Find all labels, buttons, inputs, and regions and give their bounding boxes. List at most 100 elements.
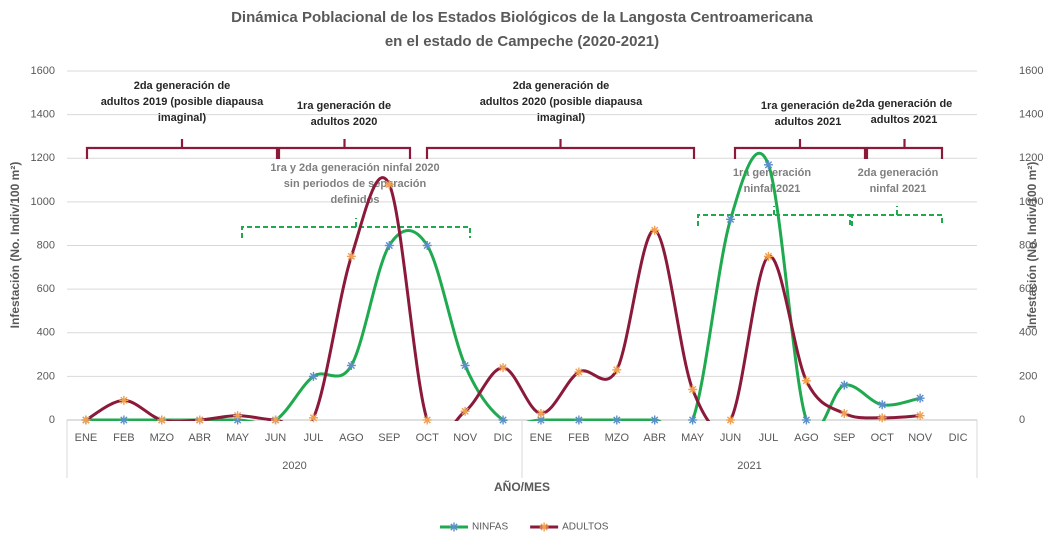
marker-stroke (309, 372, 318, 381)
marker-stroke (651, 416, 659, 424)
marker-stroke (120, 416, 128, 424)
data-point (536, 408, 546, 418)
data-point (422, 415, 432, 425)
marker-stroke (688, 385, 697, 394)
x-tick-label: SEP (378, 432, 400, 444)
data-point (763, 251, 773, 261)
data-point (460, 406, 470, 416)
data-point (688, 384, 698, 394)
annotation: 1ra generación de (297, 100, 391, 112)
annotation: sin periodos de separación (284, 178, 427, 190)
y2-tick-label: 1200 (1019, 152, 1043, 164)
annotation: ninfal 2021 (744, 183, 801, 195)
x-tick-label: FEB (568, 432, 589, 444)
legend-marker (539, 522, 549, 532)
data-point (384, 179, 394, 189)
data-point (119, 395, 129, 405)
marker-stroke (613, 416, 621, 424)
legend-marker (449, 522, 459, 532)
chart-title: en el estado de Campeche (2020-2021) (385, 33, 659, 50)
data-point (422, 241, 432, 250)
marker-stroke (688, 416, 697, 424)
data-point (839, 380, 849, 390)
x-tick-label: MAY (681, 432, 705, 444)
marker-stroke (196, 416, 204, 424)
chart-title: Dinámica Poblacional de los Estados Biol… (231, 9, 813, 26)
x-tick-label: SEP (833, 432, 855, 444)
marker-stroke (916, 411, 924, 420)
y-tick-label: 1600 (31, 65, 55, 77)
x-tick-label: AGO (794, 432, 819, 444)
marker-stroke (575, 368, 583, 376)
annotation: imaginal) (537, 112, 586, 124)
data-point (763, 160, 773, 170)
marker-stroke (575, 416, 583, 424)
y-tick-label: 1400 (31, 109, 55, 121)
y2-tick-label: 0 (1019, 414, 1025, 426)
x-tick-label: ABR (643, 432, 666, 444)
marker-stroke (802, 416, 811, 424)
annotation: adultos 2020 (311, 116, 378, 128)
marker-stroke (423, 416, 431, 424)
x-tick-label: FEB (113, 432, 134, 444)
x-tick-label: OCT (871, 432, 895, 444)
annotation: adultos 2019 (posible diapausa (101, 96, 264, 108)
x-tick-label: MZO (150, 432, 175, 444)
y-tick-label: 800 (37, 239, 55, 251)
x-tick-label: MAY (226, 432, 250, 444)
marker-stroke (537, 416, 545, 424)
x-tick-label: MZO (605, 432, 630, 444)
x-tick-label: ENE (75, 432, 98, 444)
annotation-bracket (697, 206, 851, 226)
marker-stroke (461, 361, 469, 370)
x-tick-label: DIC (949, 432, 968, 444)
annotation-bracket (733, 139, 867, 159)
data-point (498, 415, 508, 425)
y2-tick-label: 200 (1019, 370, 1037, 382)
x-tick-label: JUN (265, 432, 286, 444)
x-group-label: 2021 (737, 460, 761, 472)
marker-stroke (916, 394, 924, 402)
data-point (650, 415, 660, 425)
marker-stroke (309, 414, 318, 422)
marker-stroke (802, 377, 811, 385)
annotation: adultos 2021 (871, 114, 938, 126)
data-point (308, 371, 318, 381)
series-line (85, 151, 921, 421)
marker-stroke (158, 416, 166, 424)
x-tick-label: NOV (908, 432, 933, 444)
data-point (915, 411, 925, 421)
marker-stroke (82, 416, 90, 424)
marker-stroke (540, 523, 548, 531)
marker-stroke (271, 416, 280, 424)
x-tick-label: ABR (188, 432, 211, 444)
marker-stroke (726, 215, 735, 223)
data-point (612, 365, 622, 375)
data-point (726, 214, 736, 224)
marker-stroke (840, 409, 848, 418)
x-tick-label: NOV (453, 432, 478, 444)
data-point (877, 400, 887, 410)
data-point (801, 415, 811, 425)
series-line (85, 176, 921, 421)
y-tick-label: 1200 (31, 152, 55, 164)
annotation: ninfal 2021 (870, 183, 927, 195)
data-point (157, 415, 167, 425)
marker-stroke (613, 366, 621, 374)
marker-stroke (233, 411, 242, 420)
y2-tick-label: 1000 (1019, 196, 1043, 208)
marker-stroke (385, 241, 393, 250)
marker-stroke (347, 252, 356, 261)
marker-stroke (840, 381, 848, 389)
y-tick-label: 1000 (31, 196, 55, 208)
annotation: adultos 2020 (posible diapausa (480, 96, 643, 108)
marker-stroke (651, 226, 659, 234)
data-point (308, 413, 318, 423)
marker-stroke (878, 414, 886, 422)
marker-stroke (450, 523, 458, 531)
y-tick-label: 0 (49, 414, 55, 426)
y2-tick-label: 600 (1019, 283, 1037, 295)
marker-stroke (461, 407, 469, 415)
marker-stroke (499, 364, 507, 372)
